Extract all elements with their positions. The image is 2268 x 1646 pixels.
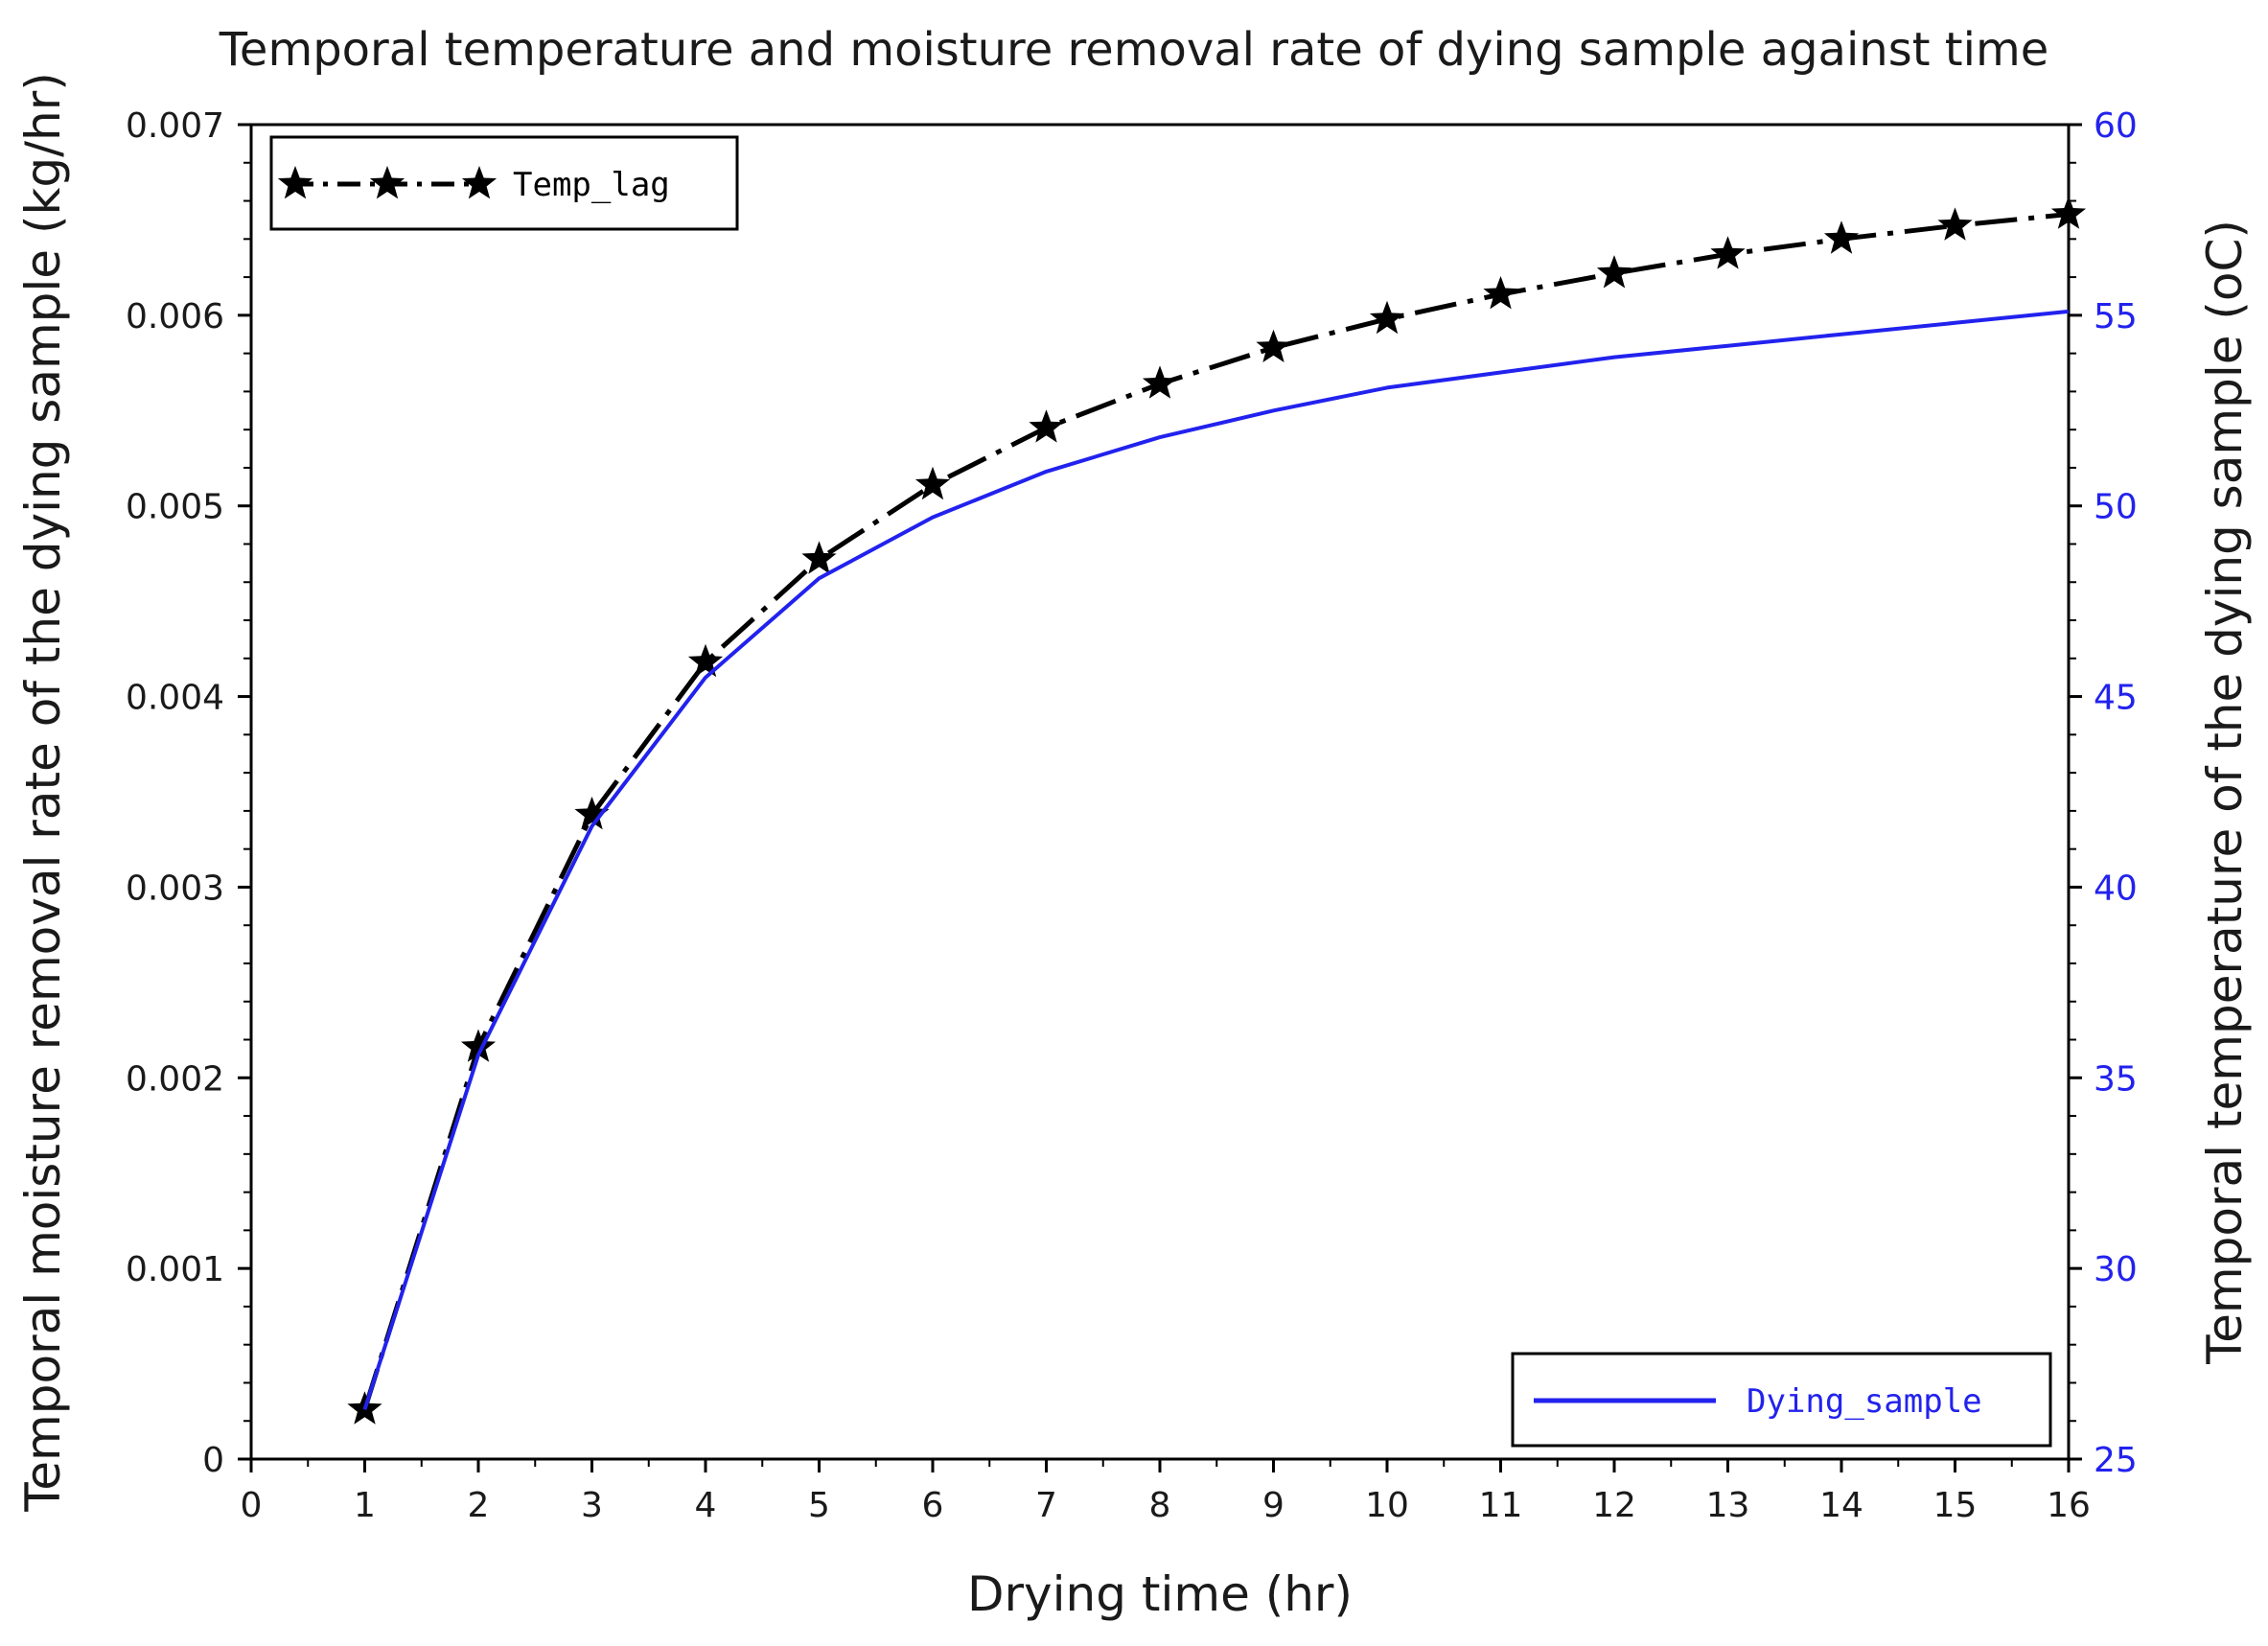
y-left-tick-label: 0.001 [126,1250,224,1289]
x-tick-label: 2 [468,1486,490,1525]
series-layer [347,196,2087,1425]
x-tick-label: 5 [808,1486,830,1525]
y-right-tick-label: 50 [2094,488,2138,527]
y-left-tick-label: 0.007 [126,106,224,146]
data-point-star [1710,236,1746,269]
legend-temp-lag: Temp_lag [269,135,739,231]
data-point-star [1823,220,1860,254]
data-point-star [1256,329,1291,362]
x-tick-label: 4 [695,1486,717,1525]
y-left-tick-label: 0 [202,1441,224,1480]
data-point-star [687,643,724,678]
data-point-star [1142,365,1178,399]
y-right-tick-label: 45 [2094,679,2138,718]
y-left-axis-label: Temporal moisture removal rate of the dy… [15,72,71,1513]
data-point-star [801,541,837,574]
x-tick-label: 14 [1819,1486,1863,1525]
data-point-star [460,1029,497,1062]
x-tick-label: 7 [1035,1486,1057,1525]
y-right-tick-label: 25 [2094,1441,2138,1480]
x-tick-label: 15 [1933,1486,1978,1525]
y-left-axis-ticks: 0 0.001 0.002 0.003 0.004 0.005 0.006 0.007 [126,106,251,1480]
legend-star-marker [369,166,405,199]
x-tick-label: 3 [581,1486,603,1525]
legend-marker-group [277,166,498,199]
y-right-tick-label: 55 [2094,297,2138,336]
legend-dying-sample: Dying_sample [1511,1352,2052,1448]
y-right-axis-label: Temporal temperature of the dying sample… [2197,220,2253,1365]
x-tick-label: 12 [1592,1486,1636,1525]
x-tick-label: 8 [1149,1486,1171,1525]
x-tick-label: 10 [1365,1486,1409,1525]
y-right-tick-label: 35 [2094,1059,2138,1099]
x-axis-label: Drying time (hr) [967,1566,1353,1622]
data-point-star [1596,255,1632,289]
x-axis-ticks: 0 1 2 3 4 5 6 7 8 9 10 11 12 13 14 15 16 [241,1459,2091,1525]
x-tick-label: 13 [1706,1486,1750,1525]
y-right-axis-ticks: 25 30 35 40 45 50 55 60 [2069,106,2138,1480]
data-point-star [1369,300,1405,335]
chart-title: Temporal temperature and moisture remova… [219,23,2049,77]
y-left-tick-label: 0.002 [126,1059,224,1099]
x-tick-label: 6 [922,1486,944,1525]
legend-star-marker [277,166,313,199]
x-tick-label: 16 [2047,1486,2091,1525]
y-right-tick-label: 40 [2094,869,2138,908]
y-left-tick-label: 0.005 [126,488,224,527]
data-point-star [2050,196,2087,229]
legend-label-dying-sample: Dying_sample [1747,1382,1982,1421]
y-left-tick-label: 0.004 [126,679,224,718]
x-tick-label: 11 [1479,1486,1523,1525]
x-tick-label: 0 [241,1486,263,1525]
data-point-star [914,466,951,500]
x-tick-label: 1 [354,1486,376,1525]
data-point-star [1937,207,1973,241]
series-line-dying-sample [362,309,2070,1410]
data-point-star [574,796,610,830]
data-point-star [1029,409,1064,443]
y-right-tick-label: 30 [2094,1250,2138,1289]
x-tick-label: 9 [1262,1486,1284,1525]
series-line-temp-lag [362,212,2070,1411]
data-point-star [1483,276,1518,310]
legend-label-temp-lag: Temp_lag [513,166,670,204]
y-left-tick-label: 0.003 [126,869,224,908]
y-left-tick-label: 0.006 [126,297,224,336]
y-right-tick-label: 60 [2094,106,2138,146]
legend-star-marker [461,166,498,199]
